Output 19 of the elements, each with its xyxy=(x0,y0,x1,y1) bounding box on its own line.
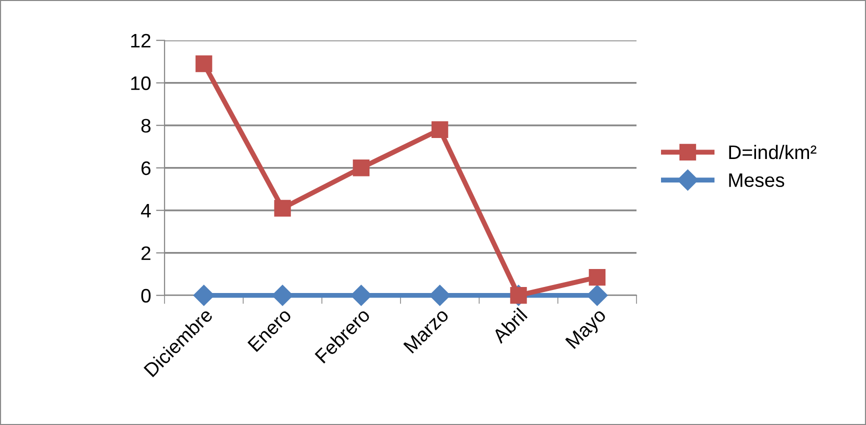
y-tick-label: 12 xyxy=(131,34,150,48)
y-tick-label: 2 xyxy=(142,246,150,260)
y-tick-label: 10 xyxy=(131,76,151,90)
point xyxy=(429,284,450,306)
point xyxy=(352,160,370,176)
point xyxy=(586,284,608,306)
point xyxy=(193,284,214,306)
point xyxy=(350,284,372,306)
point xyxy=(588,268,606,286)
point xyxy=(196,55,212,72)
y-tick-label: 0 xyxy=(141,288,151,303)
y-tick-label: 8 xyxy=(141,118,150,133)
point xyxy=(272,284,294,306)
legend-label: D=ind/km² xyxy=(729,144,816,160)
y-tick-label: 6 xyxy=(142,161,150,176)
legend-label: Meses xyxy=(729,173,784,188)
point xyxy=(274,200,291,217)
point xyxy=(432,121,448,138)
y-tick-label: 4 xyxy=(140,204,151,218)
